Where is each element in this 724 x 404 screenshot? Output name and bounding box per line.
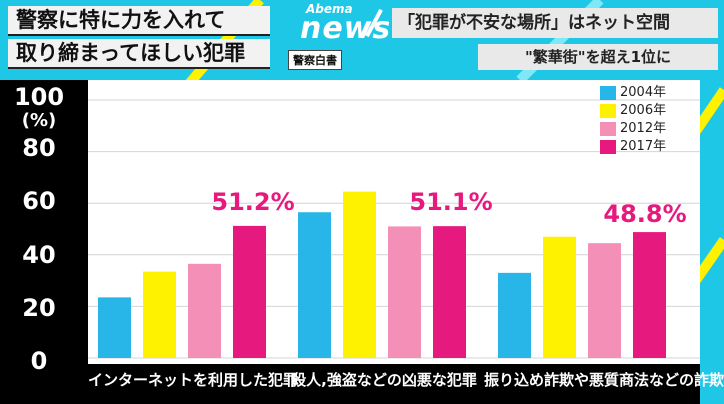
category-label: 殺人,強盗などの凶悪な犯罪 bbox=[291, 371, 477, 389]
bar bbox=[233, 225, 266, 358]
y-tick-label: 60 bbox=[22, 187, 56, 215]
chart-legend: 2004年 2006年 2012年 2017年 bbox=[600, 84, 696, 156]
bar bbox=[388, 226, 421, 358]
y-tick-label: 80 bbox=[22, 134, 56, 162]
bar bbox=[343, 191, 376, 358]
y-tick-label: 40 bbox=[22, 241, 56, 269]
topic-banner-line-1: 「犯罪が不安な場所」はネット空間 bbox=[392, 8, 718, 38]
legend-item: 2017年 bbox=[600, 138, 696, 156]
y-tick-label: 0 bbox=[30, 347, 48, 375]
y-axis-panel: 100 (%) 80 60 40 20 0 bbox=[0, 80, 88, 404]
category-label-band bbox=[88, 364, 700, 404]
bar bbox=[188, 263, 221, 358]
bar bbox=[543, 236, 576, 358]
bar bbox=[433, 226, 466, 358]
legend-label: 2004年 bbox=[620, 85, 667, 100]
logo-abema-text: Abema bbox=[306, 2, 353, 16]
category-label: 振り込め詐欺や悪質商法などの詐欺 bbox=[484, 371, 724, 389]
legend-swatch bbox=[600, 86, 616, 100]
legend-swatch bbox=[600, 104, 616, 118]
annotation-value-label: 51.1% bbox=[409, 188, 493, 216]
source-tag: 警察白書 bbox=[288, 50, 342, 70]
bar-chart bbox=[88, 80, 700, 404]
legend-item: 2004年 bbox=[600, 84, 696, 102]
legend-label: 2006年 bbox=[620, 103, 667, 118]
headline-line-1: 警察に特に力を入れて bbox=[8, 6, 270, 36]
bar bbox=[588, 243, 621, 358]
legend-item: 2006年 bbox=[600, 102, 696, 120]
bar bbox=[633, 232, 666, 358]
headline-line-2: 取り締まってほしい犯罪 bbox=[8, 39, 270, 69]
legend-item: 2012年 bbox=[600, 120, 696, 138]
topic-banner-line-2: "繁華街"を超え1位に bbox=[478, 44, 718, 70]
bar bbox=[98, 297, 131, 358]
y-axis-unit: (%) bbox=[21, 110, 57, 131]
annotation-value-label: 51.2% bbox=[211, 188, 295, 216]
bar bbox=[498, 272, 531, 358]
legend-swatch bbox=[600, 140, 616, 154]
y-tick-label: 100 bbox=[13, 83, 65, 111]
legend-label: 2017年 bbox=[620, 139, 667, 154]
legend-swatch bbox=[600, 122, 616, 136]
bar bbox=[143, 271, 176, 358]
category-label: インターネットを利用した犯罪 bbox=[88, 371, 299, 389]
annotation-value-label: 48.8% bbox=[603, 200, 687, 228]
bar bbox=[298, 212, 331, 358]
legend-label: 2012年 bbox=[620, 121, 667, 136]
y-tick-label: 20 bbox=[22, 294, 56, 322]
